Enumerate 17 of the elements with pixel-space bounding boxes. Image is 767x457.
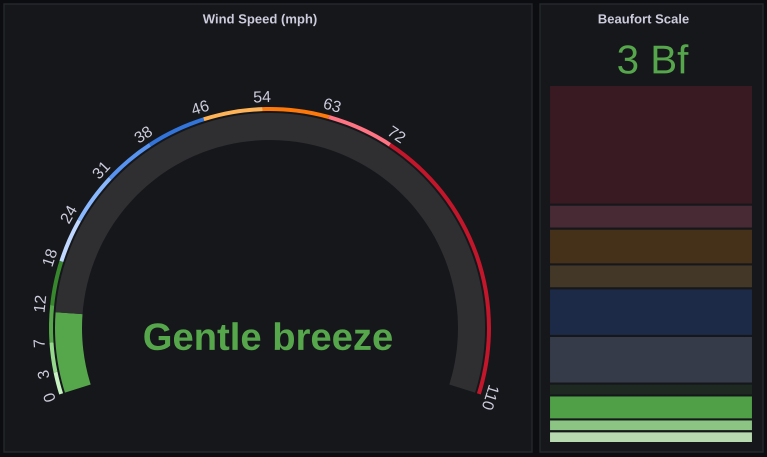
text: 0 — [42, 392, 56, 403]
chart-title: Wind Speed (mph) — [202, 14, 317, 26]
text: 110 — [482, 384, 500, 411]
text: 7 — [33, 339, 45, 348]
text: 3 — [37, 370, 50, 380]
text: 63 — [323, 98, 342, 113]
text: 54 — [254, 90, 271, 103]
text: 31 — [91, 160, 111, 180]
text: 72 — [386, 125, 407, 144]
text: 3 Bf — [618, 44, 688, 74]
text: 18 — [42, 248, 58, 267]
text: 12 — [33, 295, 46, 312]
text: 46 — [190, 100, 210, 116]
text: 24 — [60, 204, 78, 224]
text: 38 — [133, 125, 154, 144]
chart-title: Beaufort Scale — [598, 14, 689, 24]
text: Gentle breeze — [144, 322, 392, 350]
